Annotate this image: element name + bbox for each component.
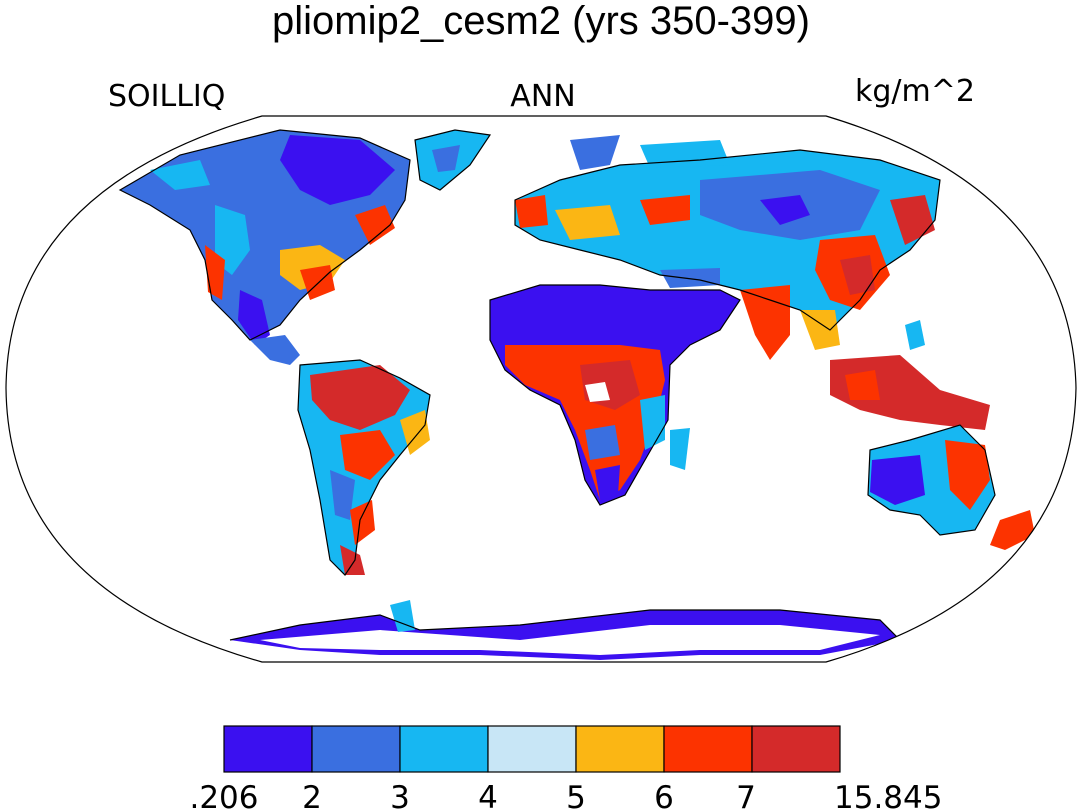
colorbar-tick-label: 5 — [566, 780, 586, 812]
colorbar-swatch — [223, 725, 313, 773]
colorbar-tick-label: 15.845 — [834, 780, 942, 812]
units-label: kg/m^2 — [855, 74, 975, 109]
colorbar-swatch — [311, 725, 401, 773]
colorbar-tick-label: 4 — [478, 780, 498, 812]
colorbar: .206 2 3 4 5 6 7 15.845 — [189, 725, 942, 812]
colorbar-swatch — [487, 725, 577, 773]
colorbar-swatch — [399, 725, 489, 773]
colorbar-tick-label: 7 — [736, 780, 756, 812]
eurasia-region — [515, 135, 940, 360]
south-america-region — [250, 335, 430, 575]
maritime-continent-region — [830, 320, 990, 430]
colorbar-tick-label: 3 — [390, 780, 410, 812]
colorbar-swatch — [751, 725, 841, 773]
colorbar-tick-label: 6 — [654, 780, 674, 812]
australia-region — [868, 425, 1035, 550]
colorbar-tick-label: 2 — [302, 780, 322, 812]
season-label: ANN — [510, 79, 575, 114]
antarctica-region — [230, 600, 900, 660]
map-title: pliomip2_cesm2 (yrs 350-399) — [272, 0, 810, 43]
colorbar-tick-label: .206 — [189, 780, 258, 812]
globe — [6, 116, 1076, 662]
variable-label: SOILLIQ — [108, 79, 225, 114]
coastlines — [118, 129, 996, 641]
colorbar-swatch — [575, 725, 665, 773]
map-boundary — [5, 115, 1077, 663]
colorbar-swatch — [663, 725, 753, 773]
north-america-region — [120, 130, 490, 345]
